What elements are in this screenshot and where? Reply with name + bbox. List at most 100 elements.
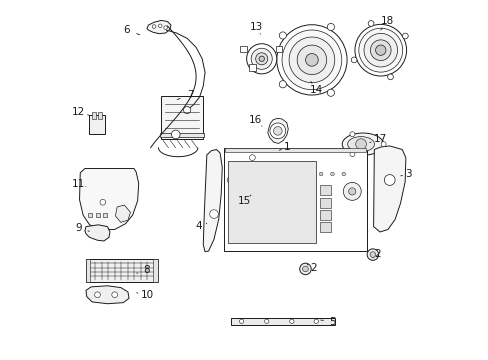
Bar [319,222,330,232]
Circle shape [326,23,334,31]
Circle shape [171,130,180,139]
Circle shape [348,188,355,195]
Circle shape [249,199,255,205]
Text: 6: 6 [123,25,130,35]
Bar [86,259,90,282]
Polygon shape [147,21,171,34]
Circle shape [367,21,373,26]
Circle shape [227,177,232,183]
Circle shape [112,292,117,298]
Bar [86,259,158,282]
Circle shape [350,57,356,63]
Bar [153,259,158,282]
Circle shape [313,319,318,323]
Polygon shape [267,118,287,143]
Circle shape [319,172,322,176]
Bar [102,213,107,217]
Text: 1: 1 [283,142,289,152]
Circle shape [264,319,268,323]
Bar [88,213,92,217]
Circle shape [366,249,378,260]
Bar [159,133,204,137]
Circle shape [288,37,334,83]
Circle shape [269,123,285,139]
Polygon shape [373,146,405,232]
FancyBboxPatch shape [89,116,105,134]
FancyBboxPatch shape [161,96,202,139]
Circle shape [246,44,276,74]
Text: 2: 2 [309,263,316,273]
Circle shape [343,183,361,200]
Bar [228,161,316,243]
Circle shape [282,30,341,90]
Text: 14: 14 [309,85,322,95]
Ellipse shape [347,136,374,152]
Bar [92,112,96,119]
Polygon shape [85,225,110,241]
Circle shape [100,199,105,205]
Circle shape [302,266,308,272]
Circle shape [239,167,265,193]
Circle shape [297,45,326,75]
Circle shape [279,32,286,39]
Circle shape [243,171,261,189]
Circle shape [370,40,390,60]
Bar [96,213,100,217]
Circle shape [273,127,282,135]
Circle shape [163,26,167,30]
Polygon shape [115,205,130,222]
Circle shape [355,139,366,149]
Bar [230,318,334,324]
Circle shape [305,54,318,66]
Circle shape [255,53,267,65]
Circle shape [380,141,386,147]
Circle shape [375,45,385,55]
Bar [98,112,102,119]
Circle shape [251,48,272,69]
Circle shape [279,81,286,88]
Circle shape [349,152,354,157]
Circle shape [358,28,402,72]
Text: 2: 2 [374,249,381,259]
Circle shape [289,319,293,323]
Text: 9: 9 [75,224,82,233]
Circle shape [326,89,334,96]
Text: 4: 4 [195,221,202,231]
Polygon shape [203,149,222,252]
Circle shape [271,177,277,183]
Ellipse shape [342,133,383,155]
Text: 11: 11 [72,179,85,189]
Text: 5: 5 [328,317,335,327]
Circle shape [299,263,310,275]
Text: 12: 12 [72,107,85,117]
Text: 18: 18 [380,17,393,27]
Circle shape [349,132,354,137]
Circle shape [247,175,257,185]
Circle shape [209,210,218,219]
Text: 10: 10 [140,291,153,301]
Circle shape [183,107,190,114]
Circle shape [276,25,346,95]
Circle shape [341,172,345,176]
Text: 15: 15 [237,196,251,206]
Circle shape [235,163,269,197]
Circle shape [354,24,406,76]
Circle shape [158,24,162,28]
Text: 13: 13 [249,22,262,32]
Circle shape [363,33,397,67]
Circle shape [402,33,407,39]
Bar [319,198,330,208]
Bar [240,46,246,52]
Bar [319,210,330,220]
Polygon shape [86,286,129,304]
Circle shape [330,172,333,176]
Bar [319,185,330,195]
Text: 8: 8 [143,265,150,275]
Text: 7: 7 [186,90,193,100]
Bar [248,64,255,71]
Circle shape [152,25,156,28]
Circle shape [387,74,392,80]
Circle shape [249,155,255,161]
Bar [275,46,282,52]
Circle shape [94,292,100,298]
